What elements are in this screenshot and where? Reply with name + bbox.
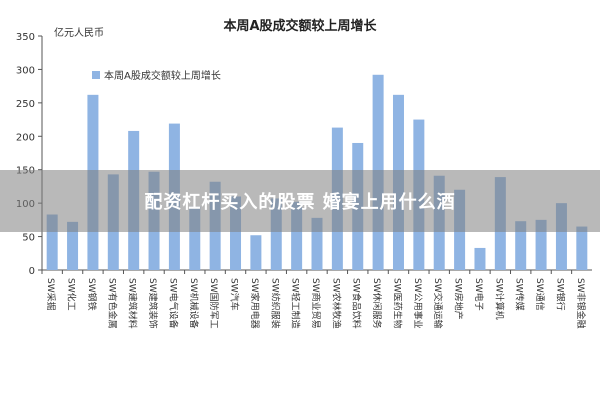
x-tick-label: SW食品饮料 bbox=[351, 278, 363, 329]
unit-label: 亿元人民币 bbox=[54, 26, 104, 39]
x-tick-label: SW交通运输 bbox=[432, 278, 444, 329]
y-axis: 050100150200250300350 bbox=[16, 32, 43, 277]
x-tick-label: SW建筑装饰 bbox=[147, 278, 159, 329]
y-tick-label: 50 bbox=[22, 233, 35, 244]
x-tick-label: SW钢铁 bbox=[86, 278, 98, 311]
bar bbox=[189, 206, 201, 270]
legend-label: 本周A股成交额较上周增长 bbox=[104, 69, 221, 82]
x-tick-label: SW休闲服务 bbox=[371, 278, 383, 329]
x-tick-label: SW家用电器 bbox=[249, 278, 261, 329]
y-tick-label: 350 bbox=[16, 32, 35, 43]
x-tick-label: SW非银金融 bbox=[575, 278, 587, 329]
x-tick-label: SW银行 bbox=[554, 278, 566, 311]
x-tick-label: SW有色金属 bbox=[106, 278, 118, 329]
y-tick-label: 0 bbox=[29, 266, 35, 277]
bar bbox=[555, 203, 567, 270]
x-tick-label: SW电子 bbox=[473, 278, 485, 311]
x-tick-label: SW计算机 bbox=[493, 278, 505, 320]
bar bbox=[250, 235, 262, 270]
bar bbox=[230, 196, 242, 270]
x-tick-label: SW商业贸易 bbox=[310, 278, 322, 329]
x-tick-label: SW通信 bbox=[534, 278, 546, 311]
x-tick-label: SW汽车 bbox=[229, 278, 241, 311]
caption-overlay: 配资杠杆买入的股票 婚宴上用什么酒 bbox=[0, 170, 600, 232]
x-tick-label: SW电气设备 bbox=[167, 278, 179, 329]
x-tick-label: SW公用事业 bbox=[412, 278, 424, 329]
legend-swatch bbox=[92, 71, 100, 79]
bar bbox=[576, 226, 588, 270]
x-tick-label: SW采掘 bbox=[45, 278, 57, 311]
bar bbox=[270, 198, 282, 270]
bar bbox=[535, 219, 547, 270]
category-labels: SW采掘 SW化工 SW钢铁 SW有色金属 SW建筑材料 SW建筑装饰 SW电气设备 SW机械… bbox=[45, 278, 587, 329]
x-tick-label: SW农林牧渔 bbox=[330, 278, 342, 329]
x-tick-label: SW化工 bbox=[66, 278, 78, 311]
bar bbox=[291, 201, 303, 270]
bar bbox=[46, 214, 58, 270]
legend: 本周A股成交额较上周增长 bbox=[92, 69, 221, 82]
x-tick-label: SW机械设备 bbox=[188, 278, 200, 329]
y-tick-label: 300 bbox=[16, 65, 35, 76]
x-tick-label: SW传媒 bbox=[514, 278, 526, 311]
x-tick-label: SW医药生物 bbox=[391, 278, 403, 329]
y-tick-label: 250 bbox=[16, 99, 35, 110]
y-tick-label: 200 bbox=[16, 132, 35, 143]
x-tick-label: SW国防军工 bbox=[208, 278, 220, 329]
x-tick-label: SW纺织服装 bbox=[269, 278, 281, 329]
overlay-caption: 配资杠杆买入的股票 婚宴上用什么酒 bbox=[144, 192, 456, 213]
x-axis bbox=[41, 269, 592, 274]
x-tick-label: SW房地产 bbox=[453, 278, 465, 320]
bar bbox=[515, 221, 527, 270]
bar bbox=[67, 221, 79, 270]
bar bbox=[311, 217, 323, 270]
chart-title: 本周A股成交额较上周增长 bbox=[223, 18, 377, 34]
bar bbox=[474, 247, 486, 270]
x-tick-label: SW轻工制造 bbox=[290, 278, 302, 329]
x-tick-label: SW建筑材料 bbox=[127, 278, 139, 329]
